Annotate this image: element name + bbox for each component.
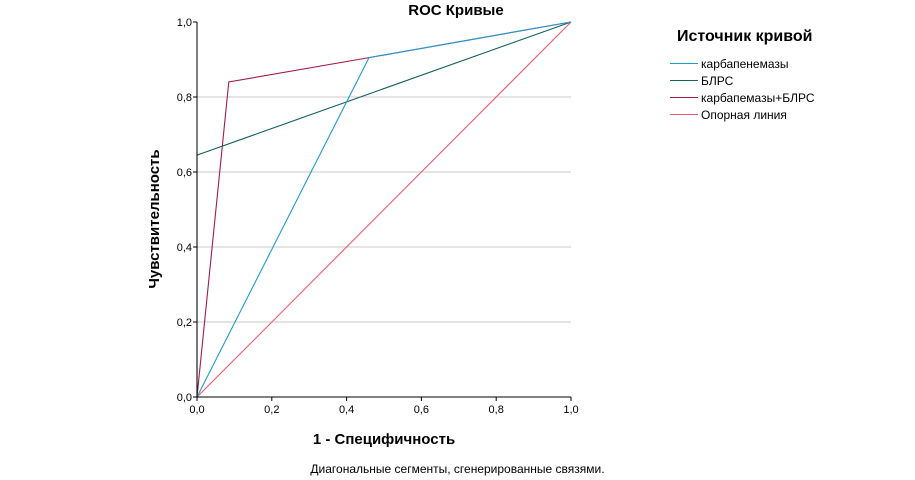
legend-label: БЛРС [701,73,734,88]
legend-swatch [670,114,698,115]
legend-swatch [670,80,698,81]
chart-title: ROC Кривые [408,2,503,19]
series-line-опорная-линия [196,21,572,398]
y-tick-label: 0,8 [177,92,192,104]
legend-title: Источник кривой [677,28,813,45]
legend-item: карбапенемазы [670,55,815,72]
x-axis-label: 1 - Специфичность [313,431,455,448]
y-tick-label: 0,4 [177,242,192,254]
x-tick-label: 0,0 [189,404,204,416]
x-tick-label: 0,4 [339,404,354,416]
x-tick-label: 1,0 [563,404,578,416]
y-tick-label: 0,6 [177,167,192,179]
legend-swatch [670,63,698,64]
series-line-карбапенемазы [196,21,572,398]
y-tick-label: 0,0 [177,392,192,404]
x-tick-label: 0,6 [414,404,429,416]
gridlines [197,96,571,323]
y-tick-labels: 0,0 0,2 0,4 0,6 0,8 1,0 [177,17,192,404]
x-tick-labels: 0,0 0,2 0,4 0,6 0,8 1,0 [189,404,578,416]
legend-label: карбапемазы+БЛРС [701,90,815,105]
legend-item: Опорная линия [670,106,815,123]
legend: Источник кривой карбапенемазы БЛРС карбапе… [670,28,815,123]
legend-swatch [670,97,698,98]
legend-item: БЛРС [670,72,815,89]
series-lines [196,21,572,398]
legend-items: карбапенемазы БЛРС карбапемазы+БЛРС Опорная… [670,55,815,123]
legend-label: Опорная линия [701,107,787,122]
x-tick-label: 0,2 [264,404,279,416]
legend-item: карбапемазы+БЛРС [670,89,815,106]
footnote: Диагональные сегменты, сгенерированные с… [310,462,605,476]
x-tick-label: 0,8 [489,404,504,416]
y-axis-label: Чувствительность [146,149,163,288]
y-tick-label: 1,0 [177,17,192,29]
y-tick-label: 0,2 [177,317,192,329]
axes [193,21,572,401]
legend-label: карбапенемазы [701,56,789,71]
